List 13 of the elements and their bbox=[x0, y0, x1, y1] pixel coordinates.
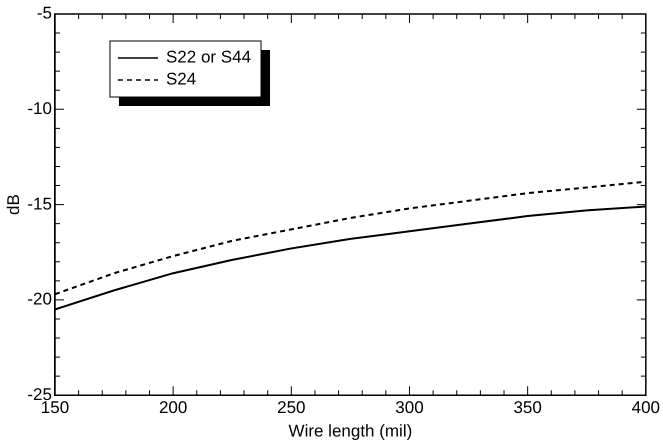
y-tick-label: -5 bbox=[36, 4, 52, 23]
y-tick-label: -10 bbox=[27, 98, 52, 118]
x-tick-label: 400 bbox=[632, 398, 660, 418]
x-tick-label: 250 bbox=[277, 398, 306, 418]
legend-label: S22 or S44 bbox=[166, 48, 252, 67]
y-tick-label: -20 bbox=[27, 290, 52, 309]
x-tick-label: 300 bbox=[395, 398, 424, 418]
y-axis-title: dB bbox=[4, 194, 23, 215]
y-tick-label: -15 bbox=[27, 194, 52, 214]
x-axis-title: Wire length (mil) bbox=[288, 421, 412, 440]
x-tick-label: 200 bbox=[158, 398, 188, 418]
x-tick-label: 350 bbox=[513, 398, 542, 418]
legend-label: S24 bbox=[166, 70, 196, 89]
